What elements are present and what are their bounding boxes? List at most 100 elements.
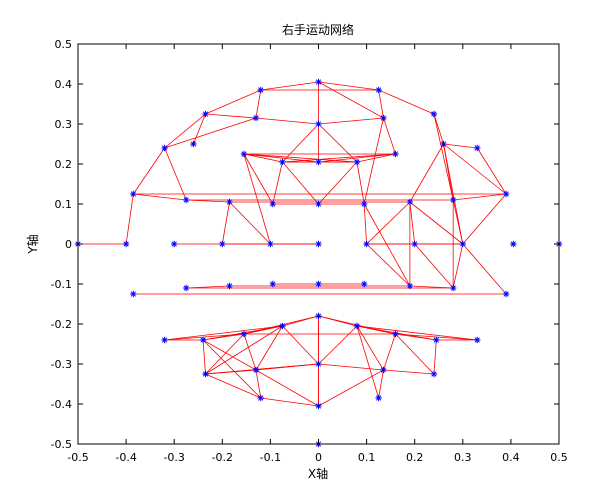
node-42 (406, 282, 414, 290)
node-58 (380, 366, 387, 374)
edge-74 (363, 203, 411, 287)
edge-2 (205, 89, 261, 115)
edge-28 (318, 117, 384, 125)
edge-73 (363, 203, 367, 245)
edge-35 (433, 113, 444, 145)
edge-3 (378, 89, 435, 115)
edge-52 (462, 243, 507, 295)
edge-43 (409, 201, 464, 245)
node-14 (279, 158, 286, 166)
edge-27 (255, 117, 319, 125)
node-37 (130, 290, 137, 298)
y-tick-label: 0.1 (55, 198, 73, 211)
edge-90 (255, 325, 283, 371)
node-57 (252, 366, 260, 374)
x-tick-label: -0.4 (115, 451, 136, 464)
edge-122 (318, 369, 384, 407)
edge-14 (133, 193, 187, 201)
edge-53 (414, 243, 454, 289)
edge-55 (243, 153, 274, 205)
node-7 (315, 120, 322, 128)
edge-60 (243, 153, 271, 245)
y-tick-label: 0.3 (55, 118, 73, 131)
node-30 (267, 240, 274, 248)
x-axis-label: X轴 (308, 466, 328, 481)
y-tick-label: 0 (65, 238, 72, 251)
edge-1 (318, 81, 379, 91)
node-39 (183, 284, 190, 292)
node-10 (161, 144, 168, 152)
edge-58 (318, 161, 358, 205)
edge-97 (356, 325, 478, 341)
edge-7 (205, 113, 257, 119)
edge-120 (260, 397, 319, 407)
node-8 (190, 140, 197, 148)
node-16 (315, 158, 322, 166)
x-tick-label: 0 (315, 451, 322, 464)
node-6 (380, 114, 387, 122)
edge-57 (282, 161, 319, 205)
x-tick-label: 0.5 (550, 451, 568, 464)
edge-105 (395, 333, 437, 341)
edge-98 (356, 325, 380, 399)
edge-10 (193, 113, 206, 145)
edge-40 (476, 147, 507, 195)
edge-109 (202, 339, 206, 375)
edge-118 (255, 369, 262, 399)
edge-102 (243, 333, 257, 371)
edge-45 (366, 201, 411, 245)
node-27 (122, 240, 130, 248)
edge-37 (443, 143, 478, 149)
y-tick-label: -0.1 (51, 278, 72, 291)
edge-51 (452, 243, 464, 289)
node-13 (392, 150, 399, 158)
node-2 (375, 86, 382, 94)
edge-31 (318, 123, 358, 163)
edge-100 (203, 333, 245, 341)
edge-38 (443, 143, 507, 195)
y-axis-label: Y轴 (25, 234, 40, 254)
y-tick-label: -0.4 (51, 398, 72, 411)
edge-22 (356, 153, 396, 163)
x-axis-ticks: -0.5 -0.4 -0.3 -0.2 -0.1 0 0.1 0.2 0.3 0.4 0.5 (67, 44, 568, 464)
edge-110 (202, 339, 257, 371)
node-0 (315, 78, 322, 86)
edge-13 (164, 147, 187, 201)
node-56 (430, 370, 438, 378)
node-20 (449, 196, 457, 204)
edge-121 (378, 369, 384, 399)
node-61 (375, 394, 382, 402)
edge-59 (356, 161, 365, 205)
edge-42 (409, 143, 444, 203)
node-48 (353, 322, 361, 330)
edge-101 (205, 333, 245, 375)
x-tick-label: -0.1 (260, 451, 281, 464)
edge-21 (282, 153, 396, 163)
node-24 (360, 200, 368, 208)
edge-54 (366, 243, 411, 287)
edge-19 (243, 153, 358, 163)
y-tick-label: 0.4 (55, 78, 73, 91)
edge-119 (255, 369, 319, 407)
edge-80 (409, 285, 454, 289)
node-18 (502, 190, 510, 198)
edge-33 (363, 117, 384, 205)
node-32 (363, 240, 370, 248)
edge-44 (409, 201, 416, 245)
node-38 (502, 290, 510, 298)
node-51 (161, 336, 168, 344)
node-41 (226, 282, 233, 290)
node-1 (257, 86, 264, 94)
node-44 (360, 280, 368, 288)
edge-8 (255, 89, 262, 119)
edge-47 (462, 193, 507, 245)
edge-32 (383, 117, 396, 155)
node-31 (315, 240, 322, 248)
node-15 (353, 158, 361, 166)
x-tick-label: 0.3 (454, 451, 472, 464)
node-29 (219, 240, 226, 248)
node-34 (459, 240, 466, 248)
edge-124 (205, 363, 319, 375)
edge-95 (356, 325, 384, 371)
